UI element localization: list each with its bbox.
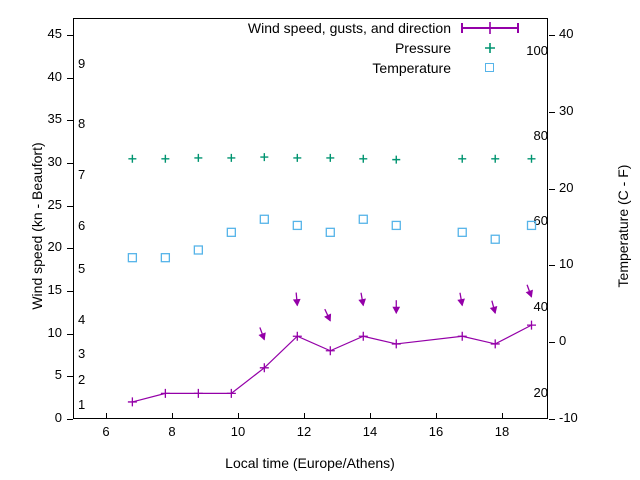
legend-key-wind	[459, 20, 521, 36]
legend-label-pressure: Pressure	[394, 40, 451, 56]
legend-item-temperature: Temperature	[225, 58, 521, 78]
y-axis-tick-label: 40	[47, 69, 62, 84]
plus-marker-icon	[484, 22, 496, 34]
beaufort-scale-label: 1	[78, 397, 86, 413]
x-axis-tick	[238, 413, 239, 419]
legend-label-temperature: Temperature	[372, 60, 451, 76]
y-axis-right-tick-label: 20	[559, 180, 574, 195]
y-axis-tick-label: 20	[47, 239, 62, 254]
y-axis-tick-label: 25	[47, 197, 62, 212]
beaufort-scale-label: 8	[78, 115, 86, 131]
y-axis-tick-label: 0	[54, 410, 62, 425]
beaufort-scale-label: 9	[78, 55, 86, 71]
y-axis-tick	[67, 35, 73, 36]
y-axis-tick	[67, 120, 73, 121]
y-axis-right-tick-label: 30	[559, 103, 574, 118]
beaufort-scale-label: 4	[78, 311, 86, 327]
beaufort-scale-label: 6	[78, 218, 86, 234]
x-axis-tick	[436, 413, 437, 419]
y-axis-right-tick-label: 40	[559, 26, 574, 41]
y-axis-tick-label: 45	[47, 26, 62, 41]
x-axis-tick-label: 6	[102, 424, 110, 439]
x-axis-tick	[370, 413, 371, 419]
y-axis-tick	[67, 248, 73, 249]
legend-line-cap	[517, 23, 519, 33]
y-axis-tick	[67, 334, 73, 335]
legend-key-temperature	[459, 60, 521, 76]
y-axis-tick	[67, 206, 73, 207]
y-axis-right-tick	[549, 265, 555, 266]
fahrenheit-scale-label: 60	[533, 213, 548, 229]
square-marker-icon	[485, 63, 494, 72]
beaufort-scale-label: 3	[78, 346, 86, 361]
x-axis-tick-label: 14	[362, 424, 378, 439]
x-axis-tick	[502, 413, 503, 419]
fahrenheit-scale-label: 20	[533, 384, 548, 400]
legend-key-pressure	[459, 40, 521, 56]
y-axis-right-tick-label: 0	[559, 333, 567, 348]
x-axis-tick-label: 18	[494, 424, 510, 439]
y-axis-tick	[67, 419, 73, 420]
fahrenheit-scale-label: 80	[533, 128, 548, 144]
beaufort-scale-label: 2	[78, 371, 86, 387]
fahrenheit-scale-label: 100	[526, 42, 548, 58]
x-axis-title: Local time (Europe/Athens)	[225, 455, 395, 471]
y-axis-tick-label: 5	[54, 367, 62, 382]
legend-item-wind: Wind speed, gusts, and direction	[225, 18, 521, 38]
legend-label-wind: Wind speed, gusts, and direction	[247, 20, 451, 36]
legend-item-pressure: Pressure	[225, 38, 521, 58]
x-axis-tick-label: 12	[296, 424, 312, 439]
x-axis-tick-label: 16	[428, 424, 444, 439]
y-axis-right-title: Temperature (C - F)	[615, 164, 631, 288]
y-axis-right-tick-label: -10	[559, 410, 578, 425]
y-axis-tick	[67, 163, 73, 164]
x-axis-tick-label: 8	[168, 424, 176, 439]
chart-legend: Wind speed, gusts, and direction Pressur…	[225, 18, 521, 78]
y-axis-tick-label: 10	[47, 325, 62, 340]
y-axis-right-tick-label: 10	[559, 256, 574, 271]
x-axis-tick	[172, 413, 173, 419]
x-axis-tick-label: 10	[230, 424, 246, 439]
legend-line-cap	[461, 23, 463, 33]
y-axis-tick-label: 30	[47, 154, 62, 169]
y-axis-right-tick	[549, 35, 555, 36]
y-axis-left-title: Wind speed (kn - Beaufort)	[29, 142, 45, 310]
y-axis-right-tick	[549, 189, 555, 190]
y-axis-right-tick	[549, 342, 555, 343]
plot-area	[73, 18, 548, 419]
y-axis-right-tick	[549, 112, 555, 113]
beaufort-scale-label: 5	[78, 260, 86, 276]
y-axis-tick-label: 15	[47, 282, 62, 297]
beaufort-scale-label: 7	[78, 166, 86, 182]
y-axis-tick	[67, 291, 73, 292]
plus-marker-icon	[485, 43, 495, 53]
x-axis-tick	[106, 413, 107, 419]
y-axis-right-tick	[549, 419, 555, 420]
x-axis-tick	[304, 413, 305, 419]
y-axis-tick-label: 35	[47, 111, 62, 126]
y-axis-tick	[67, 78, 73, 79]
y-axis-tick	[67, 376, 73, 377]
fahrenheit-scale-label: 40	[533, 299, 548, 315]
